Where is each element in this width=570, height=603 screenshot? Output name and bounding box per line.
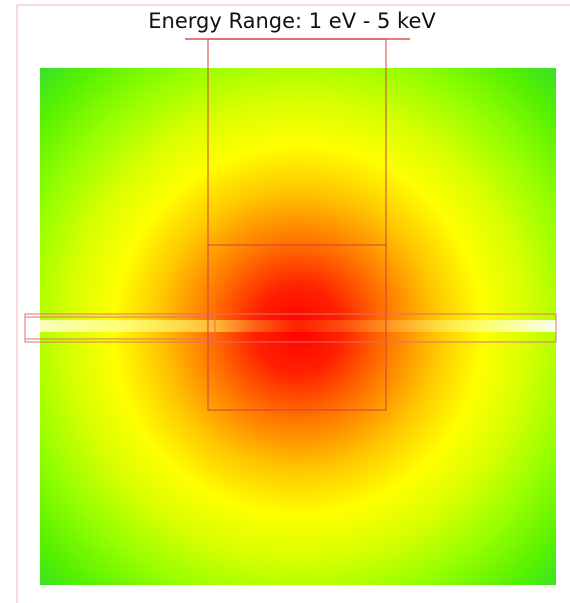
horizontal-roi-inner	[24, 316, 216, 340]
vertical-roi	[207, 38, 387, 411]
title: Energy Range: 1 eV - 5 keV	[148, 9, 436, 33]
bright-band	[40, 320, 556, 332]
